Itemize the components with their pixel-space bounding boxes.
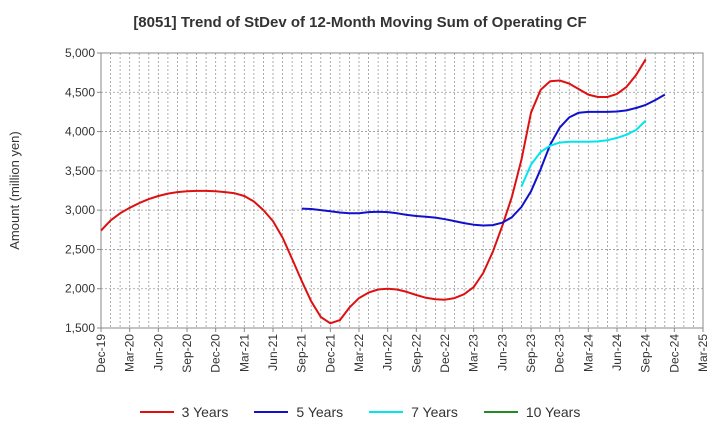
x-tick-label: Jun-22 bbox=[381, 334, 395, 371]
y-tick-label: 3,000 bbox=[65, 203, 95, 217]
y-tick-label: 2,000 bbox=[65, 282, 95, 296]
legend-swatch bbox=[369, 411, 404, 413]
y-tick-label: 2,500 bbox=[65, 242, 95, 256]
legend-swatch bbox=[483, 411, 518, 413]
y-tick-label: 3,500 bbox=[65, 164, 95, 178]
legend-swatch bbox=[139, 411, 174, 413]
chart-title: [8051] Trend of StDev of 12-Month Moving… bbox=[133, 14, 587, 31]
x-tick-label: Mar-22 bbox=[352, 334, 366, 372]
x-tick-label: Sep-21 bbox=[295, 334, 309, 373]
x-tick-label: Jun-21 bbox=[266, 334, 280, 371]
x-tick-label: Dec-24 bbox=[667, 334, 681, 373]
x-tick-label: Dec-20 bbox=[209, 334, 223, 373]
y-tick-label: 1,500 bbox=[65, 321, 95, 335]
legend-label: 3 Years bbox=[181, 404, 229, 420]
legend-label: 7 Years bbox=[411, 404, 458, 420]
x-tick-label: Dec-21 bbox=[323, 334, 337, 373]
x-tick-label: Mar-23 bbox=[467, 334, 481, 372]
legend-item: 7 Years bbox=[369, 404, 458, 420]
x-tick-label: Mar-21 bbox=[237, 334, 251, 372]
legend-item: 3 Years bbox=[139, 404, 229, 420]
legend-item: 5 Years bbox=[254, 404, 343, 420]
series-line-5-years bbox=[301, 93, 666, 227]
x-tick-label: Sep-24 bbox=[639, 334, 653, 373]
x-tick-label: Sep-23 bbox=[524, 334, 538, 373]
legend: 3 Years 5 Years 7 Years 10 Years bbox=[0, 404, 720, 420]
y-axis-label: Amount (million yen) bbox=[7, 131, 22, 250]
legend-item: 10 Years bbox=[483, 404, 581, 420]
x-tick-label: Sep-20 bbox=[180, 334, 194, 373]
x-tick-label: Jun-23 bbox=[495, 334, 509, 371]
y-tick-label: 4,000 bbox=[65, 125, 95, 139]
series-line-3-years bbox=[100, 58, 647, 325]
series-line-7-years bbox=[520, 119, 647, 187]
legend-label: 5 Years bbox=[296, 404, 344, 420]
x-tick-label: Dec-23 bbox=[553, 334, 567, 373]
legend-swatch bbox=[254, 411, 289, 413]
y-tick-label: 5,000 bbox=[65, 46, 95, 60]
x-tick-label: Jun-20 bbox=[151, 334, 165, 371]
legend-label: 10 Years bbox=[525, 404, 581, 420]
x-tick-label: Mar-20 bbox=[123, 334, 137, 372]
x-tick-label: Dec-19 bbox=[94, 334, 108, 373]
x-tick-label: Sep-22 bbox=[409, 334, 423, 373]
x-tick-label: Jun-24 bbox=[610, 334, 624, 371]
plot-border bbox=[100, 52, 704, 329]
x-tick-label: Mar-24 bbox=[581, 334, 595, 372]
x-tick-label: Dec-22 bbox=[438, 334, 452, 373]
y-tick-label: 4,500 bbox=[65, 85, 95, 99]
x-tick-label: Mar-25 bbox=[696, 334, 710, 372]
